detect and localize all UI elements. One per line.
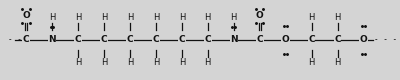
Text: C: C (256, 36, 263, 44)
Text: H: H (153, 13, 159, 22)
Text: - - -: - - - (8, 36, 31, 44)
Text: C: C (152, 36, 159, 44)
Text: C: C (126, 36, 133, 44)
Text: H: H (153, 58, 159, 67)
Text: H: H (334, 58, 341, 67)
Text: - - -: - - - (374, 36, 397, 44)
Text: H: H (308, 13, 315, 22)
Text: C: C (204, 36, 211, 44)
Text: O: O (22, 12, 30, 20)
Text: C: C (100, 36, 107, 44)
Text: H: H (205, 58, 211, 67)
Text: H: H (205, 13, 211, 22)
Text: H: H (334, 13, 341, 22)
Text: N: N (230, 36, 238, 44)
Text: C: C (178, 36, 185, 44)
Text: H: H (49, 13, 55, 22)
Text: H: H (127, 13, 133, 22)
Text: H: H (127, 58, 133, 67)
Text: H: H (75, 13, 81, 22)
Text: O: O (256, 12, 264, 20)
Text: N: N (48, 36, 56, 44)
Text: C: C (308, 36, 315, 44)
Text: H: H (101, 58, 107, 67)
Text: H: H (308, 58, 315, 67)
Text: C: C (75, 36, 81, 44)
Text: C: C (23, 36, 29, 44)
Text: C: C (334, 36, 341, 44)
Text: H: H (179, 58, 185, 67)
Text: H: H (230, 13, 237, 22)
Text: H: H (101, 13, 107, 22)
Text: H: H (75, 58, 81, 67)
Text: O: O (282, 36, 290, 44)
Text: O: O (360, 36, 368, 44)
Text: H: H (179, 13, 185, 22)
